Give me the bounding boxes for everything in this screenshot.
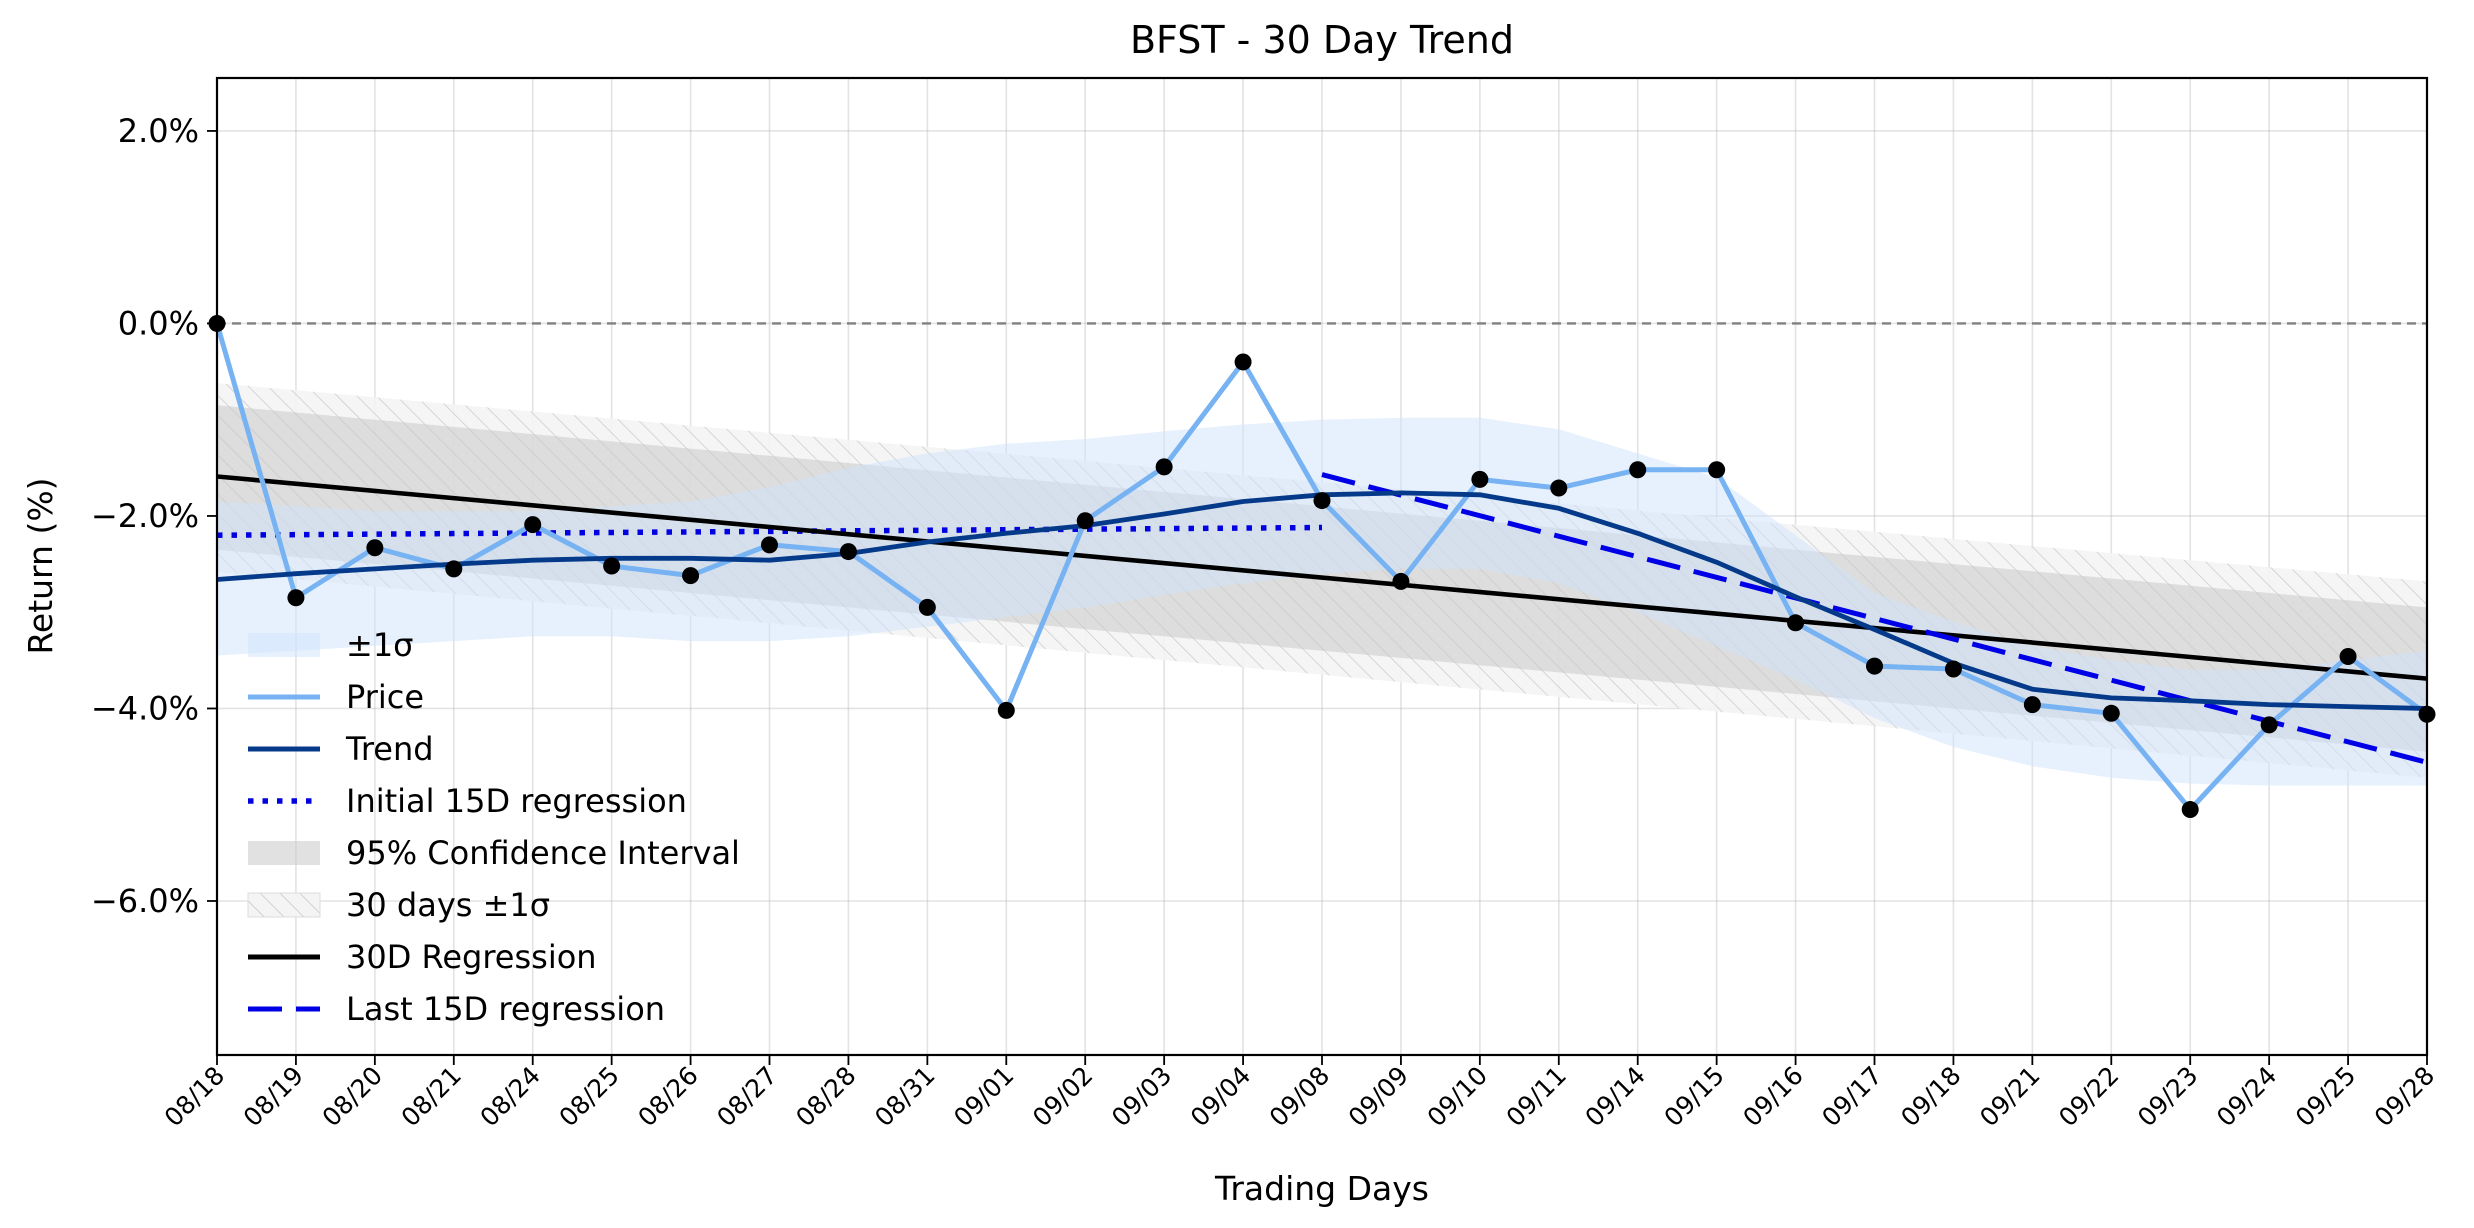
legend-swatch — [248, 841, 320, 865]
price-point — [1471, 470, 1489, 488]
legend-label: Price — [346, 678, 424, 716]
x-tick-label: 08/27 — [711, 1061, 782, 1132]
price-point — [2102, 704, 2120, 722]
legend-label: Last 15D regression — [346, 990, 665, 1028]
x-axis-label: Trading Days — [1214, 1169, 1429, 1208]
x-tick-label: 09/14 — [1580, 1061, 1651, 1132]
x-tick-label: 09/15 — [1658, 1061, 1729, 1132]
x-tick-label: 09/18 — [1895, 1061, 1966, 1132]
price-point — [918, 598, 936, 616]
price-point — [1550, 479, 1568, 497]
price-point — [603, 557, 621, 575]
price-point — [524, 516, 542, 534]
y-tick-label: −6.0% — [91, 882, 199, 920]
y-tick-label: 0.0% — [118, 304, 199, 342]
x-tick-label: 09/09 — [1343, 1061, 1414, 1132]
x-tick-label: 09/24 — [2211, 1061, 2282, 1132]
x-tick-label: 08/31 — [869, 1061, 940, 1132]
price-point — [1866, 657, 1883, 675]
legend-swatch — [247, 892, 321, 918]
price-point — [2260, 716, 2278, 734]
x-tick-label: 08/28 — [790, 1061, 861, 1132]
price-point — [1234, 353, 1252, 371]
x-tick-label: 09/21 — [1974, 1061, 2045, 1132]
x-tick-label: 09/01 — [948, 1061, 1019, 1132]
price-point — [1944, 660, 1962, 678]
x-tick-label: 09/23 — [2132, 1061, 2203, 1132]
legend: ±1σ Price Trend Initial 15D regression 95% C… — [247, 626, 740, 1028]
price-point — [2181, 801, 2199, 819]
price-point — [839, 543, 857, 561]
x-tick-label: 08/25 — [553, 1061, 624, 1132]
x-tick-label: 08/26 — [632, 1061, 703, 1132]
x-tick-label: 08/19 — [238, 1061, 309, 1132]
30d-regression-line — [217, 474, 2427, 681]
price-point — [1313, 492, 1331, 510]
y-tick-label: −2.0% — [91, 497, 199, 535]
price-point — [366, 539, 384, 557]
x-tick-label: 08/21 — [396, 1061, 467, 1132]
x-tick-label: 09/11 — [1501, 1061, 1572, 1132]
initial-15d-regression-line — [217, 524, 1323, 538]
price-point — [2339, 647, 2357, 665]
x-tick-label: 08/18 — [159, 1061, 230, 1132]
y-tick-label: 2.0% — [118, 112, 199, 150]
price-point — [1629, 461, 1647, 479]
legend-label: 30D Regression — [346, 938, 597, 976]
price-point — [1076, 512, 1094, 530]
price-point — [2023, 696, 2041, 714]
legend-label: ±1σ — [346, 626, 413, 664]
x-tick-label: 09/08 — [1264, 1061, 1335, 1132]
chart-title: BFST - 30 Day Trend — [1130, 18, 1514, 62]
legend-swatch — [248, 633, 320, 657]
x-tick-label: 09/04 — [1185, 1061, 1256, 1132]
price-point — [997, 701, 1015, 719]
x-tick-label: 09/02 — [1027, 1061, 1098, 1132]
x-tick-label: 09/16 — [1737, 1061, 1808, 1132]
price-point — [761, 536, 778, 554]
legend-label: 95% Confidence Interval — [346, 834, 740, 872]
legend-label: Initial 15D regression — [346, 782, 687, 820]
x-tick-label: 09/03 — [1106, 1061, 1177, 1132]
x-tick-label: 08/20 — [317, 1061, 388, 1132]
x-tick-label: 09/25 — [2290, 1061, 2361, 1132]
price-point — [1787, 614, 1805, 632]
price-point — [682, 567, 700, 585]
x-tick-label: 09/17 — [1816, 1061, 1887, 1132]
y-axis-label: Return (%) — [21, 477, 60, 654]
x-tick-label: 09/10 — [1422, 1061, 1493, 1132]
legend-label: Trend — [345, 730, 434, 768]
price-point — [287, 589, 305, 607]
price-point — [1392, 572, 1410, 590]
x-tick-label: 08/24 — [475, 1061, 546, 1132]
band-sigma — [217, 417, 2427, 786]
y-tick-label: −4.0% — [91, 689, 199, 727]
price-markers — [208, 314, 2436, 819]
x-tick-label: 09/22 — [2053, 1061, 2124, 1132]
price-point — [1708, 461, 1726, 479]
price-point — [445, 560, 463, 578]
price-point — [1155, 458, 1173, 476]
legend-label: 30 days ±1σ — [346, 886, 550, 924]
x-tick-label: 09/28 — [2369, 1061, 2440, 1132]
